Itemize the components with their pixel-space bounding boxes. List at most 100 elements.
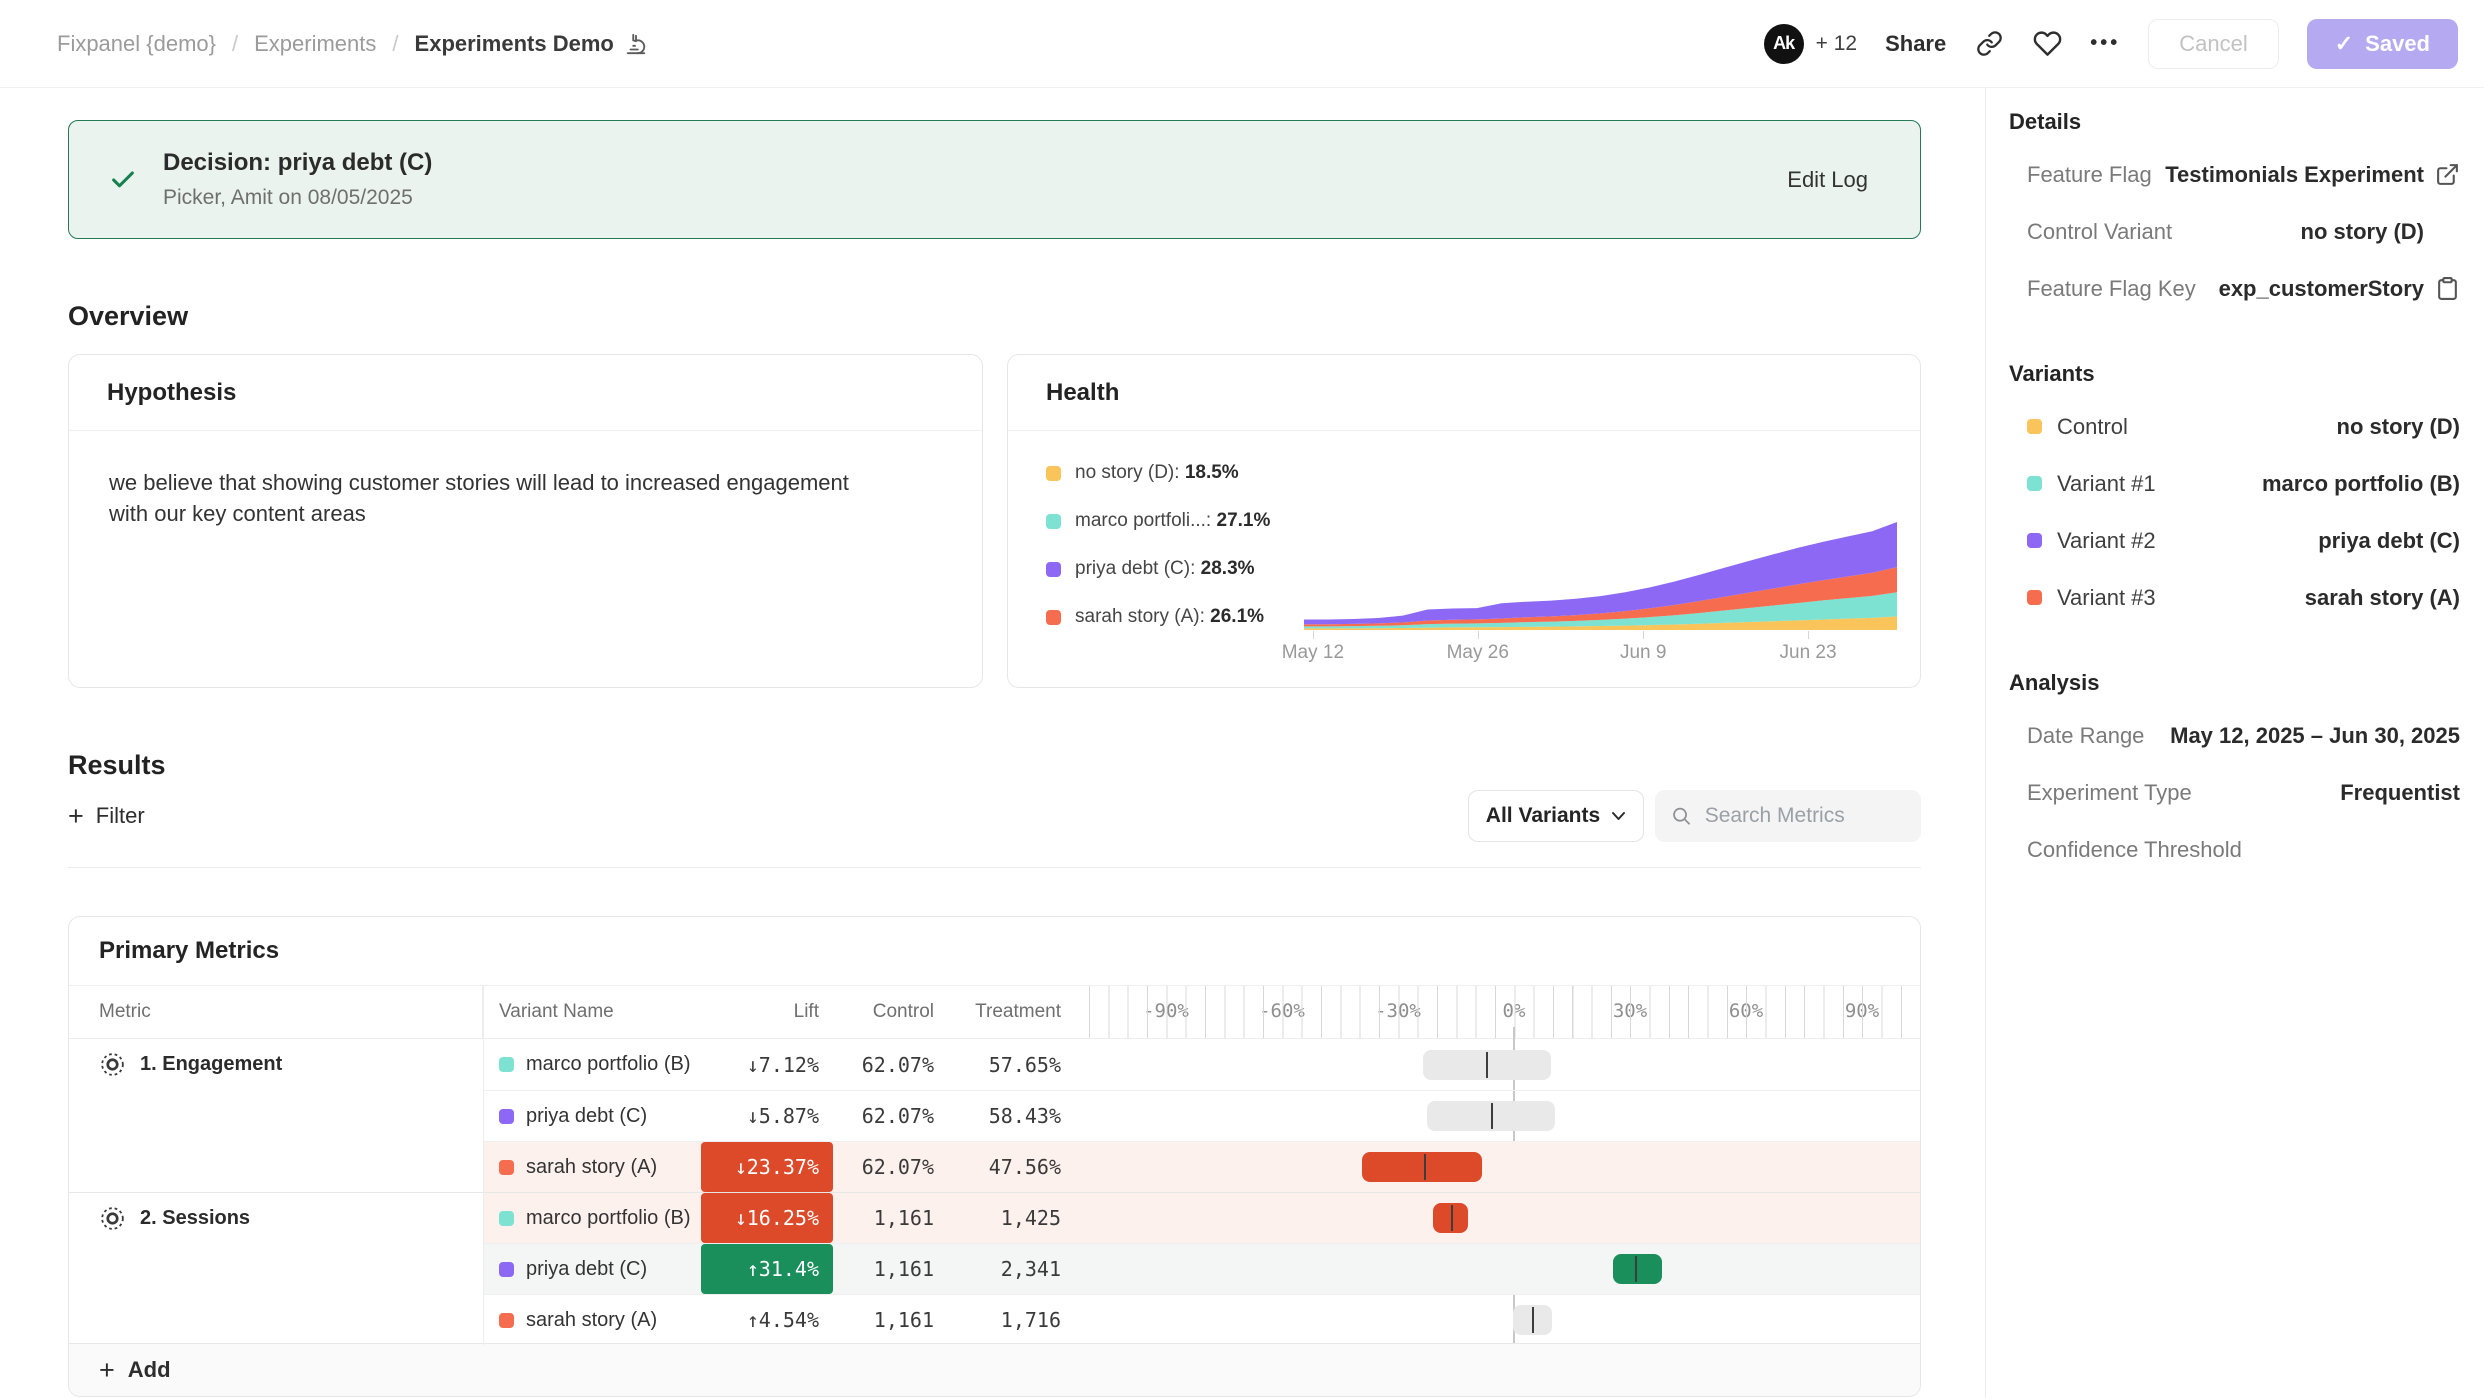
variants-title: Variants xyxy=(2009,361,2460,387)
collaborator-count[interactable]: + 12 xyxy=(1816,32,1857,56)
legend-item: no story (D): 18.5% xyxy=(1046,449,1296,497)
variant-cell: sarah story (A) xyxy=(483,1294,701,1345)
share-button[interactable]: Share xyxy=(1885,31,1946,57)
analysis-label: Date Range xyxy=(2027,723,2144,749)
variant-cell: marco portfolio (B) xyxy=(483,1039,701,1090)
header-actions: Ak + 12 Share ••• Cancel ✓ Saved xyxy=(1764,19,2458,69)
column-variant-name: Variant Name xyxy=(483,986,701,1038)
page-title: Experiments Demo xyxy=(415,31,614,57)
ci-point-estimate xyxy=(1451,1205,1453,1231)
add-metric-button[interactable]: + Add xyxy=(69,1343,1920,1396)
detail-value: exp_customerStory xyxy=(2219,276,2424,302)
link-icon[interactable] xyxy=(1974,29,2004,59)
metric-table-row[interactable]: sarah story (A)↑4.54%1,1611,716 xyxy=(69,1294,1920,1345)
legend-value: 18.5% xyxy=(1185,462,1239,483)
legend-swatch xyxy=(1046,562,1061,577)
metric-cell xyxy=(69,1243,483,1294)
goal-metric-icon xyxy=(99,1051,126,1078)
microscope-icon xyxy=(624,32,648,56)
breadcrumb-section[interactable]: Experiments xyxy=(254,31,376,57)
metric-name: 2. Sessions xyxy=(140,1207,250,1230)
cancel-button[interactable]: Cancel xyxy=(2148,19,2278,69)
metric-table-row[interactable]: priya debt (C)↑31.4%1,1612,341 xyxy=(69,1243,1920,1294)
lift-cell: ↓16.25% xyxy=(701,1192,833,1243)
details-title: Details xyxy=(2009,109,2460,135)
breadcrumb-page[interactable]: Experiments Demo xyxy=(415,31,648,57)
variant-name: marco portfolio (B) xyxy=(526,1053,691,1076)
metrics-table-body: 1. Engagementmarco portfolio (B)↓7.12%62… xyxy=(69,1039,1920,1345)
legend-value: 26.1% xyxy=(1210,606,1264,627)
edit-log-button[interactable]: Edit Log xyxy=(1787,167,1868,193)
detail-value: Testimonials Experiment xyxy=(2165,162,2424,188)
hypothesis-title: Hypothesis xyxy=(69,355,982,431)
decision-check-icon xyxy=(109,166,137,194)
treatment-value: 57.65% xyxy=(948,1039,1075,1090)
metric-table-row[interactable]: 1. Engagementmarco portfolio (B)↓7.12%62… xyxy=(69,1039,1920,1090)
variants-section: Variants Controlno story (D)Variant #1ma… xyxy=(2009,361,2460,626)
add-filter-button[interactable]: + Filter xyxy=(68,790,145,842)
metric-table-row[interactable]: 2. Sessionsmarco portfolio (B)↓16.25%1,1… xyxy=(69,1192,1920,1243)
variant-row: Variant #1marco portfolio (B) xyxy=(2009,455,2460,512)
breadcrumb-separator: / xyxy=(232,31,238,57)
filter-label: Filter xyxy=(96,803,145,829)
saved-button[interactable]: ✓ Saved xyxy=(2307,19,2458,69)
lift-badge: ↓16.25% xyxy=(701,1193,833,1243)
treatment-value: 47.56% xyxy=(948,1141,1075,1192)
variant-swatch xyxy=(499,1057,514,1072)
variant-row: Variant #2priya debt (C) xyxy=(2009,512,2460,569)
search-metrics-input[interactable] xyxy=(1703,803,1905,829)
analysis-row: Confidence Threshold xyxy=(2009,821,2460,878)
breadcrumb: Fixpanel {demo} / Experiments / Experime… xyxy=(57,31,648,57)
details-section: Details Feature FlagTestimonials Experim… xyxy=(2009,109,2460,317)
analysis-row: Date RangeMay 12, 2025 – Jun 30, 2025 xyxy=(2009,707,2460,764)
legend-label: priya debt (C): 28.3% xyxy=(1075,558,1255,580)
x-axis-tick xyxy=(1643,631,1644,639)
analysis-section: Analysis Date RangeMay 12, 2025 – Jun 30… xyxy=(2009,670,2460,878)
x-axis-tick xyxy=(1313,631,1314,639)
x-axis-label: Jun 9 xyxy=(1620,642,1666,664)
metric-column-divider xyxy=(483,986,484,1345)
variant-name: priya debt (C) xyxy=(526,1258,647,1281)
control-value: 62.07% xyxy=(833,1039,948,1090)
lift-cell: ↓5.87% xyxy=(701,1090,833,1141)
variant-swatch xyxy=(2027,533,2042,548)
ci-bar xyxy=(1362,1152,1482,1182)
variant-slot-label: Variant #2 xyxy=(2057,528,2156,554)
lift-cell: ↓7.12% xyxy=(701,1039,833,1090)
ci-point-estimate xyxy=(1486,1052,1488,1078)
metric-table-row[interactable]: priya debt (C)↓5.87%62.07%58.43% xyxy=(69,1090,1920,1141)
more-options-icon[interactable]: ••• xyxy=(2090,32,2120,55)
confidence-interval-cell xyxy=(1106,1039,1921,1090)
favorite-heart-icon[interactable] xyxy=(2032,29,2062,59)
metric-table-row[interactable]: sarah story (A)↓23.37%62.07%47.56% xyxy=(69,1141,1920,1192)
variant-slot-label: Variant #3 xyxy=(2057,585,2156,611)
confidence-interval-cell xyxy=(1106,1090,1921,1141)
app-header: Fixpanel {demo} / Experiments / Experime… xyxy=(0,0,2484,88)
x-axis-label: May 26 xyxy=(1447,642,1509,664)
details-row: Feature Flag Keyexp_customerStory xyxy=(2009,260,2460,317)
variant-name: priya debt (C) xyxy=(526,1105,647,1128)
external-link-icon[interactable] xyxy=(2424,162,2460,187)
variant-cell: sarah story (A) xyxy=(483,1141,701,1192)
check-icon: ✓ xyxy=(2335,31,2353,57)
column-lift: Lift xyxy=(701,986,833,1038)
metric-cell: 2. Sessions xyxy=(69,1192,483,1243)
breadcrumb-app[interactable]: Fixpanel {demo} xyxy=(57,31,216,57)
variants-dropdown[interactable]: All Variants xyxy=(1468,790,1644,842)
column-treatment: Treatment xyxy=(948,986,1075,1038)
variant-value: no story (D) xyxy=(2337,414,2460,440)
x-axis-tick xyxy=(1478,631,1479,639)
confidence-interval-cell xyxy=(1106,1141,1921,1192)
analysis-row: Experiment TypeFrequentist xyxy=(2009,764,2460,821)
hypothesis-card: Hypothesis we believe that showing custo… xyxy=(68,354,983,688)
variant-swatch xyxy=(499,1211,514,1226)
ci-axis-ruler xyxy=(1089,986,1909,1038)
results-heading: Results xyxy=(68,750,166,781)
avatar[interactable]: Ak xyxy=(1764,24,1804,64)
confidence-interval-cell xyxy=(1106,1243,1921,1294)
clipboard-icon[interactable] xyxy=(2424,276,2460,301)
variant-value: marco portfolio (B) xyxy=(2262,471,2460,497)
ci-point-estimate xyxy=(1491,1103,1493,1129)
decision-title: Decision: priya debt (C) xyxy=(163,149,432,177)
legend-value: 27.1% xyxy=(1217,510,1271,531)
